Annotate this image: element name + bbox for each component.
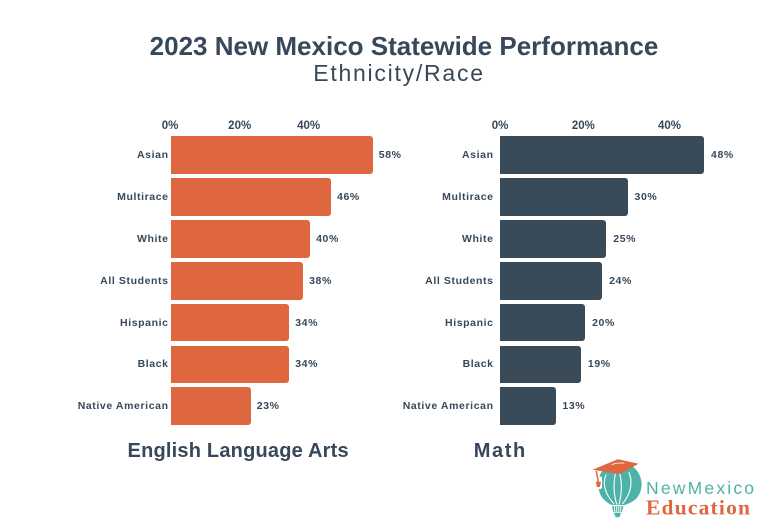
svg-text:Education: Education bbox=[646, 495, 751, 519]
svg-text:NewMexico: NewMexico bbox=[646, 478, 756, 498]
